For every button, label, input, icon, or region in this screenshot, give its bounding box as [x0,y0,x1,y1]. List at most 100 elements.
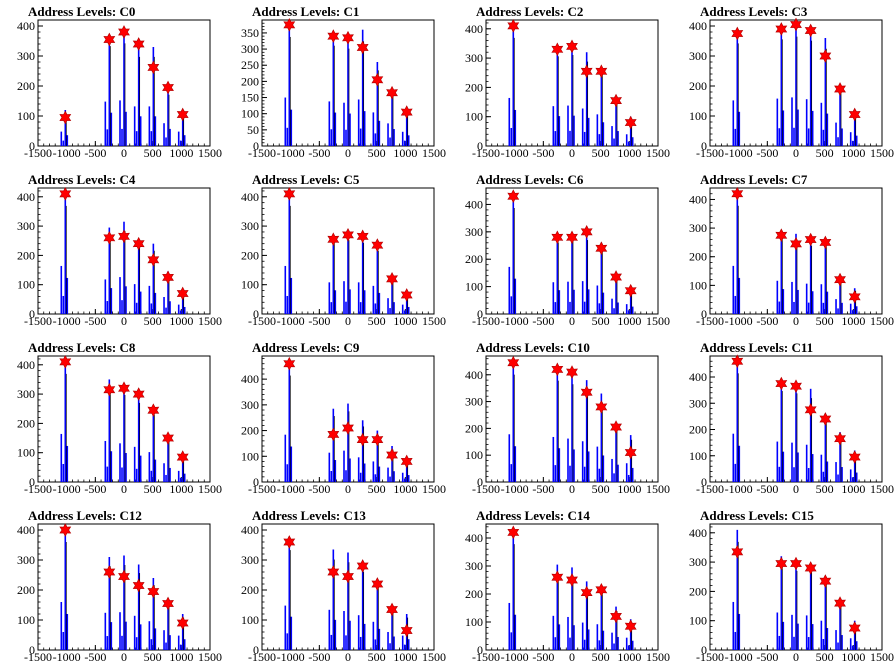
x-tick-label: -1500 [696,482,724,496]
y-tick-label: 400 [465,22,483,36]
chart-panel-c3: Address Levels: C3 0 100 200 300 400 -1500 -100… [672,0,896,168]
peak-marker [59,523,72,537]
y-tick-label: 400 [465,197,483,211]
y-tick-label: 200 [689,584,707,598]
y-tick-label: 150 [241,91,259,105]
peak-marker [595,241,608,256]
chart-svg: 0 50 100 150 200 250 300 350 -1500 -1000 -500 0 500 1… [241,18,446,160]
x-tick-label: -1000 [501,650,529,664]
y-tick-label: 50 [247,123,259,137]
peak-marker [327,565,340,579]
y-tick-label: 100 [241,278,259,292]
peak-marker [731,186,744,201]
peak-marker [176,286,189,301]
y-tick-label: 400 [17,190,35,204]
x-tick-label: 1000 [393,482,417,496]
y-tick-label: 400 [17,358,35,372]
x-tick-label: 500 [592,146,610,160]
y-tick-label: 100 [241,449,259,463]
x-tick-label: -1000 [725,146,753,160]
x-tick-label: 0 [121,650,127,664]
peak-marker [804,23,817,38]
y-tick-label: 400 [465,531,483,545]
peak-marker [118,229,130,244]
peak-marker [551,230,564,245]
chart-title: Address Levels: C1 [252,4,360,19]
peak-marker [507,355,520,370]
x-tick-label: 1000 [617,650,641,664]
y-tick-label: 0 [29,139,35,153]
y-tick-label: 400 [241,523,259,537]
chart-panel-c4: Address Levels: C4 0 100 200 300 400 -1500 -100… [0,168,224,336]
x-tick-label: 500 [368,314,386,328]
peak-marker [848,289,861,304]
x-tick-label: 1000 [169,146,193,160]
x-tick-label: -1000 [53,650,81,664]
x-tick-label: -1000 [277,146,305,160]
peak-marker [386,271,398,286]
peak-marker [342,421,354,435]
x-tick-label: -1500 [24,482,52,496]
y-tick-label: 300 [241,219,259,233]
peak-marker [371,577,384,591]
y-tick-label: 200 [689,250,707,264]
peak-marker [790,236,802,251]
y-tick-label: 100 [241,107,259,121]
x-tick-label: 1500 [198,482,222,496]
y-tick-label: 300 [689,555,707,569]
y-tick-label: 300 [465,395,483,409]
x-tick-label: -1000 [53,482,81,496]
chart-title: Address Levels: C3 [700,4,808,19]
y-tick-label: 200 [465,80,483,94]
chart-title: Address Levels: C15 [700,508,814,523]
y-tick-label: 100 [689,109,707,123]
x-tick-label: 1000 [617,482,641,496]
x-tick-label: 1000 [841,146,865,160]
x-tick-label: 1000 [169,482,193,496]
x-tick-label: -500 [756,314,778,328]
x-tick-label: -1500 [696,650,724,664]
y-tick-label: 200 [17,416,35,430]
y-tick-label: 400 [689,370,707,384]
peak-marker [147,252,160,267]
peak-marker [162,270,174,285]
chart-svg: 0 100 200 300 400 -1500 -1000 -500 0 500 1000 1500 [17,19,222,160]
chart-panel-c14: Address Levels: C14 0 100 200 300 400 -1500 -10… [448,504,672,672]
y-tick-label: 200 [689,79,707,93]
peak-marker [118,569,130,584]
peak-marker [176,450,189,464]
chart-title: Address Levels: C13 [252,508,366,523]
peak-marker [566,365,578,379]
y-tick-label: 400 [241,190,259,204]
peak-marker [731,26,744,41]
peak-marker [103,382,116,397]
chart-svg: 0 100 200 300 400 -1500 -1000 -500 0 500 1000 1500 [689,186,894,328]
peak-marker [790,556,802,571]
y-tick-label: 200 [241,248,259,262]
chart-panel-c2: Address Levels: C2 0 100 200 300 400 -1500 -100… [448,0,672,168]
peak-marker [162,431,174,445]
peak-marker [624,619,637,634]
y-tick-label: 400 [689,192,707,206]
x-tick-label: -500 [308,146,330,160]
y-tick-label: 200 [241,424,259,438]
y-tick-label: 200 [17,79,35,93]
peak-marker [327,427,340,442]
x-tick-label: -1000 [277,314,305,328]
y-tick-label: 0 [253,643,259,657]
x-tick-label: -1000 [53,314,81,328]
y-tick-label: 300 [689,396,707,410]
peak-marker [790,379,802,394]
x-tick-label: 1000 [617,314,641,328]
x-tick-label: -1000 [725,482,753,496]
y-tick-label: 0 [253,307,259,321]
chart-title: Address Levels: C11 [700,340,814,355]
chart-svg: 0 100 200 300 400 -1500 -1000 -500 0 500 1000 1500 [689,17,894,160]
x-tick-label: 0 [121,146,127,160]
x-tick-label: -500 [84,482,106,496]
peak-marker [775,22,788,36]
x-tick-label: 500 [592,650,610,664]
peak-marker [848,450,861,464]
peak-marker [551,570,564,585]
